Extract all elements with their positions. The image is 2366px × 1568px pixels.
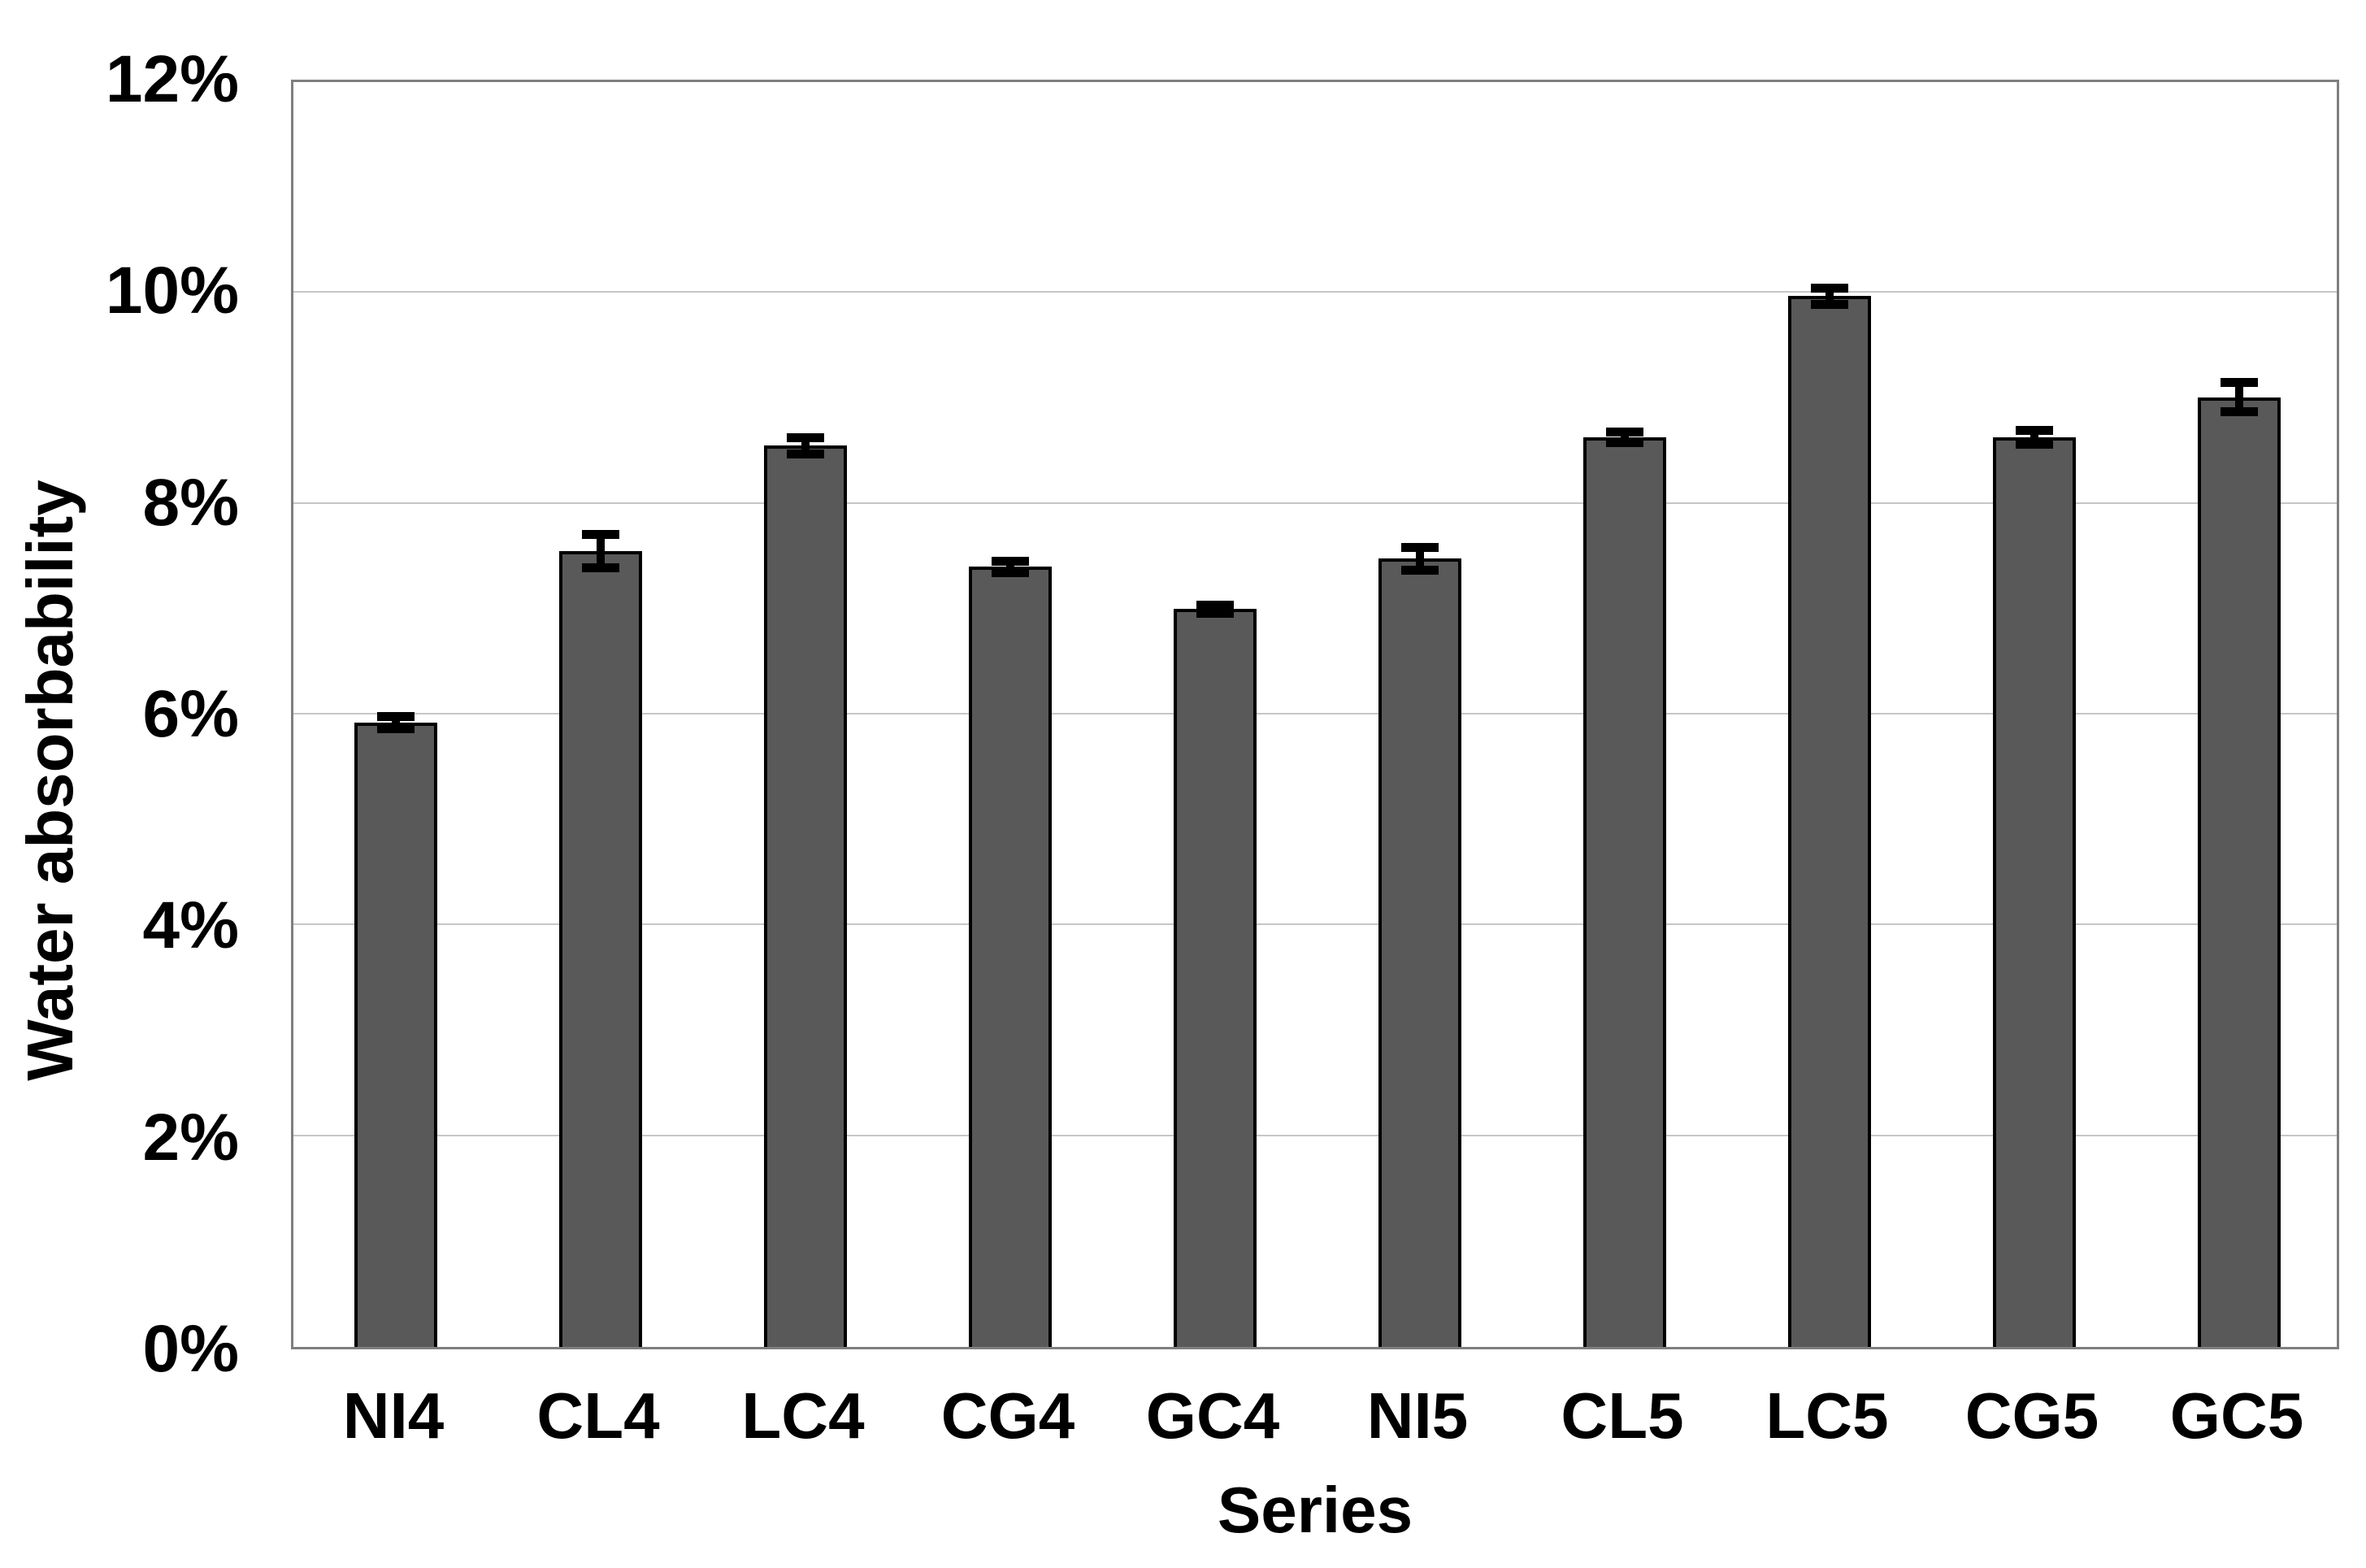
error-bar-CG4 <box>992 556 1029 578</box>
error-bar-cap-top <box>787 432 824 442</box>
error-bar-CL5 <box>1606 428 1643 447</box>
bar-LC4 <box>764 445 847 1347</box>
error-bar-CL4 <box>582 530 619 572</box>
error-bar-cap-top <box>2221 378 2258 388</box>
x-axis-title: Series <box>1217 1474 1413 1546</box>
error-bar-stem <box>1826 283 1834 309</box>
error-bar-cap-bottom <box>1606 437 1643 447</box>
y-tick-label-8pct: 8% <box>142 465 239 540</box>
error-bar-GC4 <box>1196 600 1234 618</box>
error-bar-cap-top <box>2016 425 2053 435</box>
y-tick-label-10pct: 10% <box>105 254 239 328</box>
bar-CL5 <box>1583 437 1666 1347</box>
x-tick-label-CL4: CL4 <box>536 1379 660 1452</box>
y-axis-title: Water absorbability <box>14 480 86 1081</box>
y-tick-label-2pct: 2% <box>142 1100 239 1175</box>
bar-CG4 <box>969 567 1052 1347</box>
error-bar-stem <box>801 432 810 458</box>
bar-LC5 <box>1788 296 1871 1347</box>
error-bar-cap-top <box>1196 600 1234 610</box>
error-bar-NI5 <box>1401 542 1439 575</box>
plot-area <box>291 80 2339 1349</box>
error-bar-cap-bottom <box>2016 440 2053 450</box>
x-tick-label-GC5: GC5 <box>2169 1379 2304 1452</box>
bar-CG5 <box>1993 437 2076 1347</box>
y-tick-label-0pct: 0% <box>142 1312 239 1386</box>
error-bar-NI4 <box>377 712 415 734</box>
error-bar-stem <box>1416 542 1424 575</box>
x-tick-label-LC5: LC5 <box>1765 1379 1889 1452</box>
y-tick-label-4pct: 4% <box>142 888 239 963</box>
error-bar-cap-bottom <box>992 568 1029 578</box>
error-bar-cap-top <box>1811 283 1848 293</box>
error-bar-cap-top <box>1606 428 1643 437</box>
x-tick-label-NI4: NI4 <box>342 1379 445 1452</box>
gridline-4pct <box>293 923 2337 926</box>
error-bar-cap-top <box>992 556 1029 566</box>
gridline-8pct <box>293 502 2337 504</box>
error-bar-LC4 <box>787 432 824 458</box>
error-bar-cap-bottom <box>787 449 824 458</box>
bar-GC4 <box>1174 609 1257 1347</box>
error-bar-stem <box>1006 556 1014 578</box>
error-bar-GC5 <box>2221 378 2258 417</box>
bar-NI5 <box>1378 558 1461 1347</box>
y-tick-label-6pct: 6% <box>142 677 239 751</box>
error-bar-stem <box>1621 428 1629 447</box>
error-bar-stem <box>597 530 605 572</box>
x-tick-label-CL5: CL5 <box>1561 1379 1684 1452</box>
error-bar-cap-top <box>1401 542 1439 552</box>
error-bar-stem <box>2030 425 2038 450</box>
x-tick-label-NI5: NI5 <box>1366 1379 1469 1452</box>
error-bar-cap-bottom <box>582 562 619 572</box>
error-bar-cap-bottom <box>377 724 415 734</box>
gridline-6pct <box>293 713 2337 715</box>
gridline-10pct <box>293 291 2337 293</box>
bar-NI4 <box>354 723 437 1347</box>
error-bar-cap-top <box>582 530 619 540</box>
x-tick-label-GC4: GC4 <box>1145 1379 1280 1452</box>
x-tick-label-CG4: CG4 <box>940 1379 1075 1452</box>
y-tick-label-12pct: 12% <box>105 42 239 116</box>
error-bar-cap-bottom <box>1811 299 1848 309</box>
error-bar-CG5 <box>2016 425 2053 450</box>
error-bar-LC5 <box>1811 283 1848 309</box>
error-bar-cap-bottom <box>1196 608 1234 618</box>
error-bar-stem <box>392 712 400 734</box>
error-bar-cap-top <box>377 712 415 722</box>
error-bar-cap-bottom <box>2221 407 2258 417</box>
error-bar-stem <box>2235 378 2243 417</box>
bar-CL4 <box>559 551 642 1347</box>
bar-GC5 <box>2198 397 2281 1347</box>
error-bar-cap-bottom <box>1401 565 1439 575</box>
gridline-2pct <box>293 1134 2337 1136</box>
x-tick-label-LC4: LC4 <box>741 1379 865 1452</box>
x-tick-label-CG5: CG5 <box>1964 1379 2099 1452</box>
